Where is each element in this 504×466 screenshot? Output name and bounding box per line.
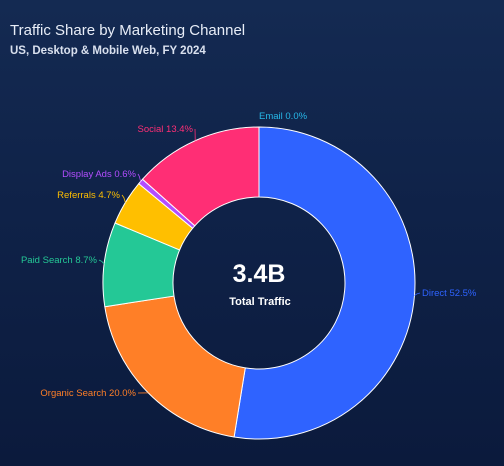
slice-label-display-ads: Display Ads 0.6% [62, 169, 136, 180]
slice-label-direct: Direct 52.5% [422, 288, 477, 299]
slice-direct[interactable] [233, 126, 416, 440]
chart-header: Traffic Share by Marketing Channel US, D… [10, 22, 490, 58]
slice-label-paid-search: Paid Search 8.7% [21, 255, 98, 266]
leader-line-referrals [121, 194, 126, 203]
slice-label-social: Social 13.4% [138, 124, 194, 135]
slices-layer [102, 126, 416, 440]
slice-labels: Direct 52.5% Organic Search 20.0% Paid Sea… [21, 111, 477, 399]
center-total-value: 3.4B [233, 260, 286, 288]
slice-social[interactable] [142, 126, 260, 227]
slice-label-referrals: Referrals 4.7% [57, 190, 120, 201]
leader-lines [98, 128, 421, 394]
slice-organic-search[interactable] [104, 295, 246, 438]
chart-subtitle: US, Desktop & Mobile Web, FY 2024 [10, 45, 206, 57]
chart-title: Traffic Share by Marketing Channel [10, 22, 246, 39]
leader-line-direct [414, 292, 421, 296]
slice-label-organic-search: Organic Search 20.0% [40, 388, 136, 399]
center-total-label: Total Traffic [229, 296, 291, 308]
slice-label-email: Email 0.0% [259, 111, 308, 122]
leader-line-paid-search [98, 259, 105, 265]
leader-line-display-ads [137, 173, 141, 182]
